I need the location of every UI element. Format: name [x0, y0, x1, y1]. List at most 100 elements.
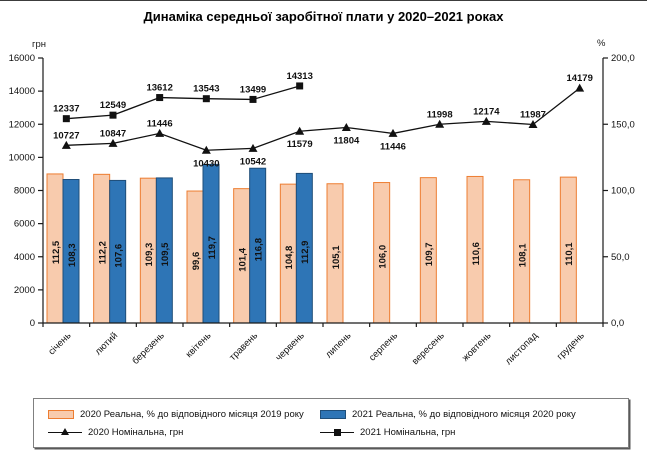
legend-item-2021-real: 2021 Реальна, % до відповідного місяця 2…	[320, 409, 628, 420]
bar-data-label: 112,9	[300, 241, 311, 264]
square-marker	[62, 115, 70, 123]
left-tick-label: 4000	[14, 252, 35, 263]
bar-data-label: 112,5	[51, 240, 62, 264]
left-tick-label: 10000	[9, 152, 35, 163]
line-series-triangle: 10727 10847 11446 10430 10542 11579 11804 11446…	[53, 73, 593, 169]
triangle-marker	[295, 126, 305, 135]
bar-data-label: 109,3	[144, 243, 155, 267]
triangle-marker	[108, 138, 118, 147]
right-tick-label: 50,0	[611, 252, 630, 263]
triangle-marker	[481, 116, 491, 125]
left-tick-label: 6000	[14, 219, 35, 230]
triangle-marker	[61, 140, 71, 149]
line-data-label: 12174	[473, 106, 500, 117]
bar-data-label: 112,2	[97, 241, 108, 264]
line-data-label: 12337	[53, 104, 79, 115]
bar-swatch-2020-icon	[48, 409, 74, 419]
triangle-marker	[248, 143, 258, 152]
left-axis-unit-label: грн	[32, 39, 46, 50]
bar-data-label: 107,6	[113, 244, 124, 268]
square-marker	[202, 95, 210, 103]
line-data-label: 11446	[380, 141, 406, 152]
triangle-marker	[575, 83, 585, 92]
triangle-marker	[388, 128, 398, 137]
month-label: березень	[130, 330, 167, 367]
month-label: серпень	[367, 330, 400, 363]
bar-data-label: 105,1	[331, 245, 342, 269]
bar-data-label: 109,7	[424, 242, 435, 266]
triangle-marker	[201, 145, 211, 154]
axes	[38, 57, 608, 327]
month-label: травень	[227, 330, 260, 363]
month-label: липень	[323, 330, 353, 360]
month-label: грудень	[555, 330, 587, 362]
line-data-label: 10430	[193, 158, 219, 169]
bar-data-label: 108,1	[517, 243, 528, 267]
line-data-label: 11998	[427, 109, 453, 120]
square-marker	[296, 82, 304, 90]
bar-data-label: 116,8	[253, 238, 264, 261]
bar-series-1: 108,3 107,6 109,5 119,7 116,8 112,9	[62, 163, 313, 324]
line-data-label: 14313	[286, 71, 312, 82]
line-series-square: 12337 12549 13612 13543 13499 14313	[53, 71, 313, 123]
line-data-label: 10847	[100, 128, 126, 139]
line-data-label: 13499	[240, 84, 266, 95]
left-tick-label: 16000	[9, 53, 35, 64]
month-label: квітень	[184, 330, 214, 360]
bar-data-label: 110,1	[564, 242, 575, 266]
triangle-marker	[341, 122, 351, 131]
month-label: лютий	[93, 330, 120, 357]
chart-legend: 2020 Реальна, % до відповідного місяця 2…	[33, 398, 629, 448]
legend-label: 2021 Реальна, % до відповідного місяця 2…	[352, 408, 576, 420]
bar-data-label: 109,5	[160, 242, 171, 266]
month-label: січень	[46, 330, 73, 357]
right-axis-unit-label: %	[597, 38, 606, 49]
right-tick-label: 100,0	[611, 186, 635, 197]
square-marker	[249, 95, 257, 103]
legend-item-2020-real: 2020 Реальна, % до відповідного місяця 2…	[48, 409, 320, 420]
right-tick-label: 150,0	[611, 119, 635, 130]
combo-chart: 112,5 112,2 109,3 99,6 101,4 104,8 105,1 106,0 1…	[9, 53, 635, 367]
line-data-label: 11446	[147, 118, 173, 129]
line-data-label: 10542	[240, 156, 266, 167]
page-top-rule	[0, 0, 647, 1]
triangle-marker	[155, 128, 165, 137]
line-data-label: 14179	[566, 73, 592, 84]
line-data-label: 11804	[333, 135, 360, 146]
right-tick-label: 200,0	[611, 53, 635, 64]
line-data-label: 12549	[100, 100, 126, 111]
square-marker	[156, 94, 164, 102]
bar-data-label: 110,6	[471, 242, 482, 265]
month-label: червень	[274, 330, 307, 363]
legend-item-2020-nominal: 2020 Номінальна, грн	[48, 427, 320, 438]
bar-series-0: 112,5 112,2 109,3 99,6 101,4 104,8 105,1 106,0 1…	[46, 173, 577, 324]
bar-data-label: 108,3	[67, 243, 78, 267]
square-marker	[109, 111, 117, 119]
bar-data-label: 104,8	[284, 246, 295, 270]
line-data-label: 13543	[193, 84, 219, 95]
left-tick-label: 2000	[14, 285, 35, 296]
category-labels: січень лютий березень квітень травень червень…	[46, 330, 586, 367]
bar-data-label: 99,6	[191, 252, 202, 271]
left-tick-label: 0	[30, 318, 35, 329]
line-data-label: 13612	[146, 83, 172, 94]
legend-item-2021-nominal: 2021 Номінальна, грн	[320, 427, 628, 438]
month-label: жовтень	[460, 330, 493, 363]
legend-label: 2021 Номінальна, грн	[360, 426, 456, 438]
bar-data-label: 101,4	[237, 247, 248, 271]
line-triangle-marker-icon	[48, 427, 82, 437]
right-tick-label: 0,0	[611, 318, 624, 329]
line-data-label: 10727	[53, 130, 79, 141]
month-label: вересень	[410, 330, 447, 367]
left-tick-label: 8000	[14, 186, 35, 197]
chart-title: Динаміка середньої заробітної плати у 20…	[143, 9, 504, 24]
bar-data-label: 106,0	[377, 245, 388, 269]
axis-tick-labels: 0 2000 4000 6000 8000 10000 12000 14000 16000 0,0…	[9, 53, 635, 329]
legend-label: 2020 Реальна, % до відповідного місяця 2…	[80, 408, 304, 420]
line-data-label: 11579	[287, 139, 313, 150]
legend-label: 2020 Номінальна, грн	[88, 426, 184, 438]
bar-swatch-2021-icon	[320, 409, 346, 419]
left-tick-label: 12000	[9, 119, 35, 130]
triangle-marker	[435, 119, 445, 128]
